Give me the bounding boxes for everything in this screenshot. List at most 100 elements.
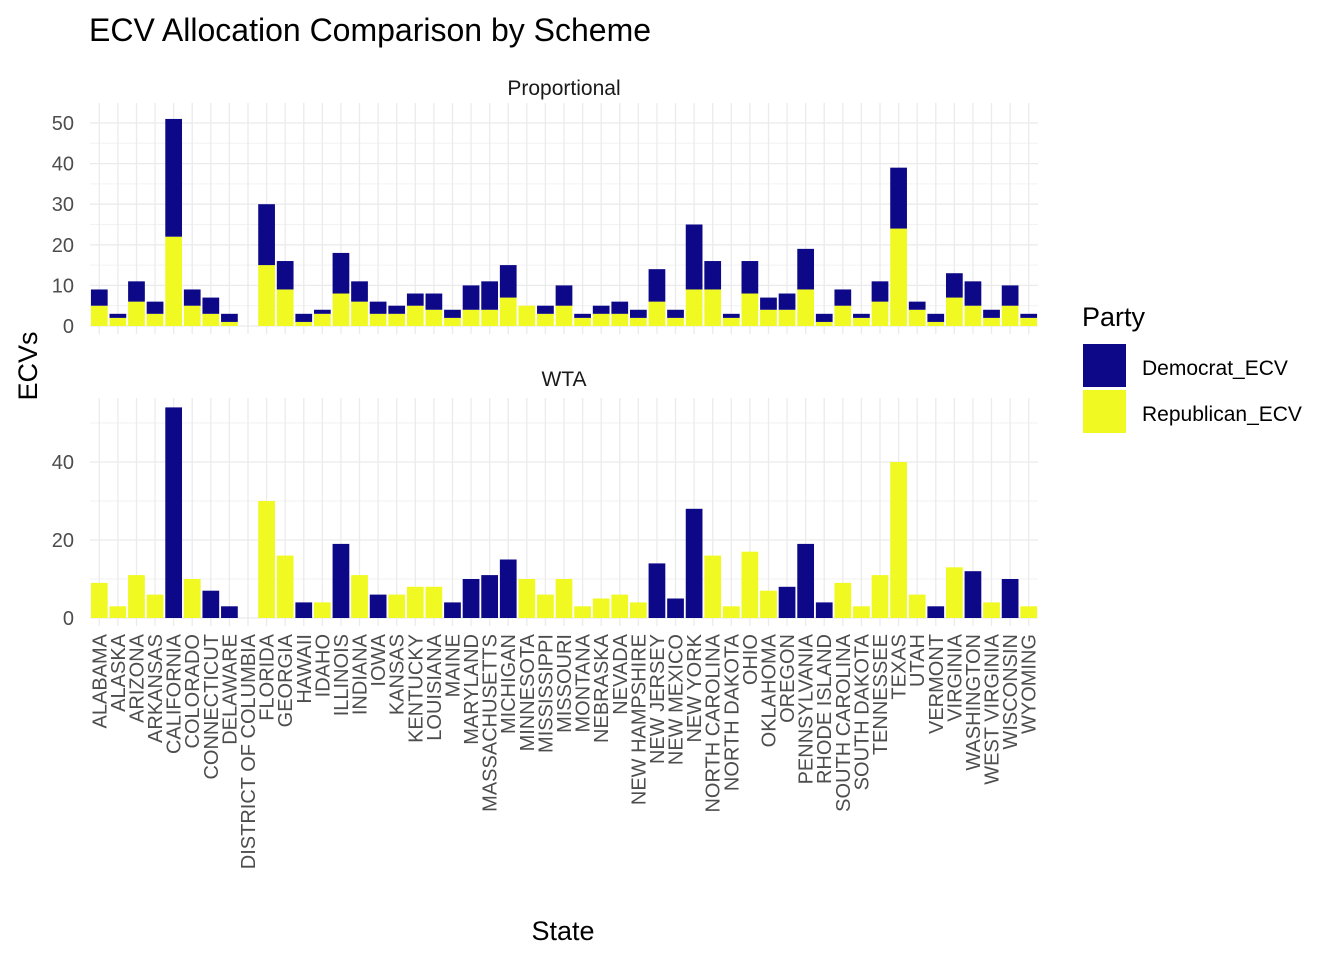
bar-democrat-new-jersey bbox=[648, 563, 666, 618]
legend-label-democrat: Democrat_ECV bbox=[1142, 357, 1288, 380]
bar-democrat-alaska bbox=[109, 313, 127, 318]
x-tick-label-florida: FLORIDA bbox=[257, 633, 279, 720]
bar-democrat-maryland bbox=[462, 579, 480, 618]
bar-republican-utah bbox=[908, 309, 926, 326]
bar-republican-new-york bbox=[685, 289, 703, 326]
y-tick-label: 10 bbox=[52, 275, 74, 297]
bar-democrat-connecticut bbox=[202, 297, 220, 314]
bar-democrat-maine bbox=[444, 602, 461, 618]
bar-republican-montana bbox=[574, 317, 591, 326]
bar-republican-idaho bbox=[313, 313, 331, 326]
x-tick-label-arizona: ARIZONA bbox=[126, 633, 148, 723]
bar-democrat-missouri bbox=[555, 285, 573, 306]
bar-democrat-michigan bbox=[499, 265, 517, 298]
bar-republican-florida bbox=[258, 265, 275, 326]
bar-republican-arkansas bbox=[146, 313, 164, 326]
bar-democrat-iowa bbox=[369, 594, 387, 618]
bar-democrat-alabama bbox=[90, 289, 108, 306]
bar-republican-wyoming bbox=[1020, 317, 1038, 326]
bar-republican-illinois bbox=[332, 293, 350, 326]
bar-republican-arkansas bbox=[146, 594, 164, 618]
bar-republican-pennsylvania bbox=[797, 289, 815, 326]
bar-republican-virginia bbox=[945, 297, 963, 326]
bar-republican-florida bbox=[258, 501, 275, 618]
x-tick-label-alabama: ALABAMA bbox=[89, 633, 111, 728]
bar-republican-nebraska bbox=[592, 598, 610, 618]
x-tick-label-south-dakota: SOUTH DAKOTA bbox=[851, 633, 873, 790]
bar-democrat-delaware bbox=[221, 313, 238, 322]
bar-republican-oregon bbox=[778, 309, 796, 326]
bar-republican-connecticut bbox=[202, 313, 220, 326]
x-tick-label-north-carolina: NORTH CAROLINA bbox=[703, 633, 725, 812]
bar-republican-washington bbox=[964, 305, 982, 326]
bar-republican-kentucky bbox=[406, 305, 424, 326]
bar-democrat-south-dakota bbox=[853, 313, 870, 318]
bar-democrat-indiana bbox=[351, 281, 368, 302]
bar-republican-colorado bbox=[183, 305, 201, 326]
bar-republican-vermont bbox=[927, 321, 945, 326]
facet-panel-wta: WTA 0 20 40 bbox=[52, 368, 1038, 630]
bar-democrat-new-jersey bbox=[648, 269, 666, 302]
y-tick-label: 40 bbox=[52, 452, 74, 474]
bar-democrat-new-mexico bbox=[667, 309, 684, 318]
x-tick-label-wisconsin: WISCONSIN bbox=[1000, 634, 1022, 750]
bar-republican-wyoming bbox=[1020, 606, 1038, 618]
x-tick-label-new-york: NEW YORK bbox=[684, 633, 706, 742]
y-tick-label: 0 bbox=[63, 316, 74, 338]
bar-democrat-georgia bbox=[276, 261, 294, 290]
bar-democrat-wisconsin bbox=[1001, 579, 1019, 618]
x-tick-label-wyoming: WYOMING bbox=[1019, 634, 1041, 734]
bar-democrat-colorado bbox=[183, 289, 201, 306]
bar-republican-alabama bbox=[90, 582, 108, 618]
bar-democrat-illinois bbox=[332, 252, 350, 294]
x-tick-label-north-dakota: NORTH DAKOTA bbox=[721, 633, 743, 791]
facet-panel-proportional: Proportional 0 10 20 30 40 50 bbox=[52, 77, 1038, 338]
bar-republican-maryland bbox=[462, 309, 480, 326]
bar-republican-oklahoma bbox=[760, 590, 777, 618]
x-tick-label-pennsylvania: PENNSYLVANIA bbox=[796, 633, 818, 784]
bar-democrat-maine bbox=[444, 309, 461, 318]
x-tick-label-mississippi: MISSISSIPPI bbox=[535, 634, 557, 753]
x-tick-label-hawaii: HAWAII bbox=[294, 634, 316, 704]
bar-republican-colorado bbox=[183, 579, 201, 618]
bar-republican-new-hampshire bbox=[629, 317, 647, 326]
bar-republican-mississippi bbox=[537, 313, 554, 326]
x-tick-label-west-virginia: WEST VIRGINIA bbox=[982, 633, 1004, 784]
bar-democrat-delaware bbox=[221, 606, 238, 618]
bar-republican-arizona bbox=[128, 301, 145, 326]
x-tick-label-michigan: MICHIGAN bbox=[498, 634, 520, 734]
bar-republican-idaho bbox=[313, 602, 331, 618]
bar-democrat-arkansas bbox=[146, 301, 164, 314]
bar-republican-ohio bbox=[741, 551, 759, 618]
bar-democrat-north-dakota bbox=[722, 313, 740, 318]
x-tick-label-new-hampshire: NEW HAMPSHIRE bbox=[628, 634, 650, 805]
bar-democrat-oregon bbox=[778, 293, 796, 310]
x-tick-label-illinois: ILLINOIS bbox=[331, 634, 353, 716]
x-tick-label-louisiana: LOUISIANA bbox=[424, 633, 446, 740]
bar-republican-north-carolina bbox=[704, 289, 722, 326]
legend-swatch-republican bbox=[1083, 390, 1126, 433]
bar-republican-west-virginia bbox=[983, 602, 1000, 618]
x-tick-label-alaska: ALASKA bbox=[108, 633, 130, 711]
x-tick-label-arkansas: ARKANSAS bbox=[145, 634, 167, 743]
bar-republican-nevada bbox=[611, 594, 629, 618]
bar-democrat-new-hampshire bbox=[629, 309, 647, 318]
bar-republican-michigan bbox=[499, 297, 517, 326]
bar-republican-ohio bbox=[741, 293, 759, 326]
bar-republican-nevada bbox=[611, 313, 629, 326]
facet-label-wta: WTA bbox=[541, 368, 586, 391]
bar-republican-kansas bbox=[388, 594, 406, 618]
bar-republican-west-virginia bbox=[983, 317, 1000, 326]
x-tick-label-delaware: DELAWARE bbox=[219, 634, 241, 745]
y-tick-label: 20 bbox=[52, 235, 74, 257]
bar-democrat-rhode-island bbox=[815, 602, 833, 618]
bar-republican-new-hampshire bbox=[629, 602, 647, 618]
bar-democrat-massachusetts bbox=[481, 281, 499, 310]
x-tick-label-kansas: KANSAS bbox=[387, 634, 409, 715]
bar-republican-georgia bbox=[276, 289, 294, 326]
bar-republican-indiana bbox=[351, 301, 368, 326]
y-tick-label: 0 bbox=[63, 608, 74, 630]
bar-democrat-nevada bbox=[611, 301, 629, 314]
bar-democrat-new-york bbox=[685, 224, 703, 290]
